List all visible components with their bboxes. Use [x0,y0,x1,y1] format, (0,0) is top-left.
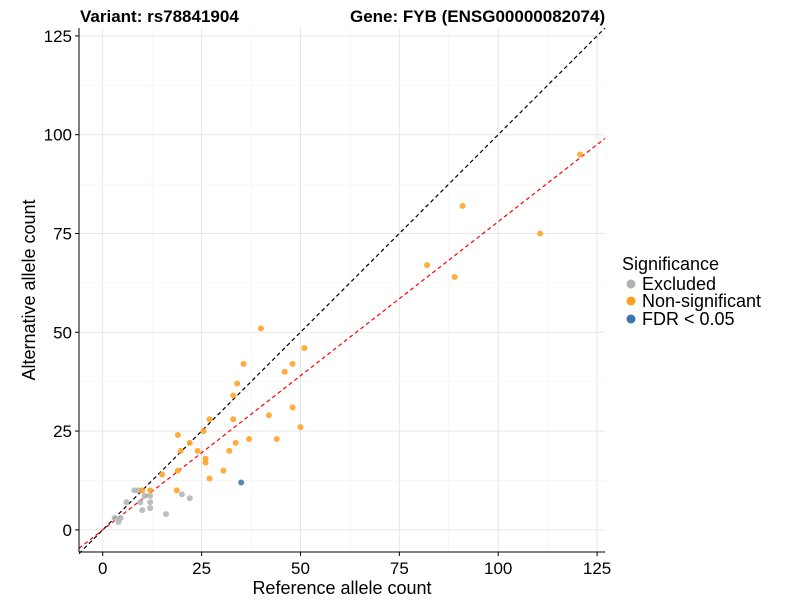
data-point-non-significant [186,439,193,446]
y-tick-label: 100 [44,126,72,145]
data-point-non-significant [139,487,146,494]
data-point-excluded [141,492,148,499]
data-point-non-significant [257,325,264,332]
legend: Significance Excluded Non-significant FD… [622,254,761,329]
title-gene: Gene: FYB (ENSG00000082074) [350,7,605,26]
data-point-non-significant [202,459,209,466]
data-point-excluded [178,491,185,498]
y-tick-label: 125 [44,27,72,46]
data-point-non-significant [537,230,544,237]
data-point-non-significant [173,487,180,494]
data-point-non-significant [265,412,272,419]
legend-title: Significance [622,254,719,274]
reference-line-identity [78,27,606,555]
legend-key-fdr [626,314,636,324]
data-point-excluded [186,495,193,502]
data-point-non-significant [226,447,233,454]
reference-lines [78,27,606,555]
legend-label-non-significant: Non-significant [642,291,761,311]
data-point-excluded [147,505,154,512]
data-points [111,151,584,525]
data-point-non-significant [289,404,296,411]
data-point-non-significant [220,467,227,474]
data-point-non-significant [194,447,201,454]
legend-label-fdr: FDR < 0.05 [642,309,735,329]
data-point-non-significant [232,439,239,446]
data-point-excluded [137,499,144,506]
data-point-non-significant [206,475,213,482]
data-point-non-significant [174,432,181,439]
y-axis-label: Alternative allele count [19,199,39,380]
axis-ticks: 0 25 50 75 100 125 0 25 50 75 100 125 [44,27,612,578]
data-point-non-significant [577,151,584,158]
y-tick-label: 25 [53,422,72,441]
y-tick-label: 50 [53,323,72,342]
data-point-non-significant [234,380,241,387]
legend-key-non-significant [626,296,636,306]
x-tick-label: 0 [98,559,107,578]
x-tick-label: 100 [484,559,512,578]
data-point-non-significant [177,447,184,454]
data-point-non-significant [200,428,207,435]
data-point-excluded [139,507,146,514]
reference-line-fit [78,137,606,549]
data-point-non-significant [451,273,458,280]
data-point-non-significant [273,435,280,442]
data-point-non-significant [240,360,247,367]
data-point-non-significant [246,435,253,442]
x-tick-label: 75 [390,559,409,578]
y-tick-label: 75 [53,224,72,243]
data-point-excluded [115,518,122,525]
y-tick-label: 0 [63,521,72,540]
x-tick-label: 50 [291,559,310,578]
x-axis-label: Reference allele count [252,578,431,598]
data-point-non-significant [206,416,213,423]
data-point-non-significant [230,392,237,399]
data-point-excluded [147,492,154,499]
grid [79,28,605,552]
legend-key-excluded [626,279,636,289]
title-variant: Variant: rs78841904 [80,7,239,26]
data-point-excluded [147,499,154,506]
data-point-non-significant [301,345,308,352]
data-point-fdr-0-05 [238,479,245,486]
data-point-non-significant [159,471,166,478]
data-point-excluded [123,499,130,506]
data-point-non-significant [459,202,466,209]
data-point-non-significant [424,262,431,269]
data-point-non-significant [297,424,304,431]
data-point-non-significant [230,416,237,423]
data-point-non-significant [147,487,154,494]
data-point-excluded [163,511,170,518]
data-point-non-significant [174,467,181,474]
x-tick-label: 25 [192,559,211,578]
data-point-non-significant [289,360,296,367]
x-tick-label: 125 [583,559,611,578]
data-point-non-significant [281,368,288,375]
legend-label-excluded: Excluded [642,274,716,294]
data-point-excluded [111,515,118,522]
